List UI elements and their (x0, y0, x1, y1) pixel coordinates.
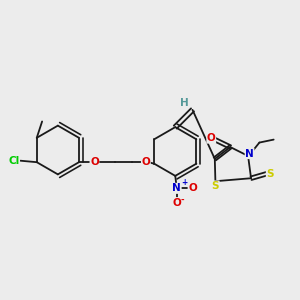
Text: O: O (172, 198, 181, 208)
Text: O: O (90, 157, 99, 167)
Text: Cl: Cl (8, 156, 20, 166)
Text: S: S (212, 181, 219, 191)
Text: O: O (188, 183, 197, 193)
Text: O: O (142, 157, 150, 167)
Text: +: + (181, 178, 187, 188)
Text: N: N (172, 183, 181, 193)
Text: -: - (181, 196, 184, 205)
Text: O: O (207, 133, 216, 143)
Text: H: H (180, 98, 189, 108)
Text: N: N (245, 148, 254, 159)
Text: S: S (266, 169, 274, 179)
